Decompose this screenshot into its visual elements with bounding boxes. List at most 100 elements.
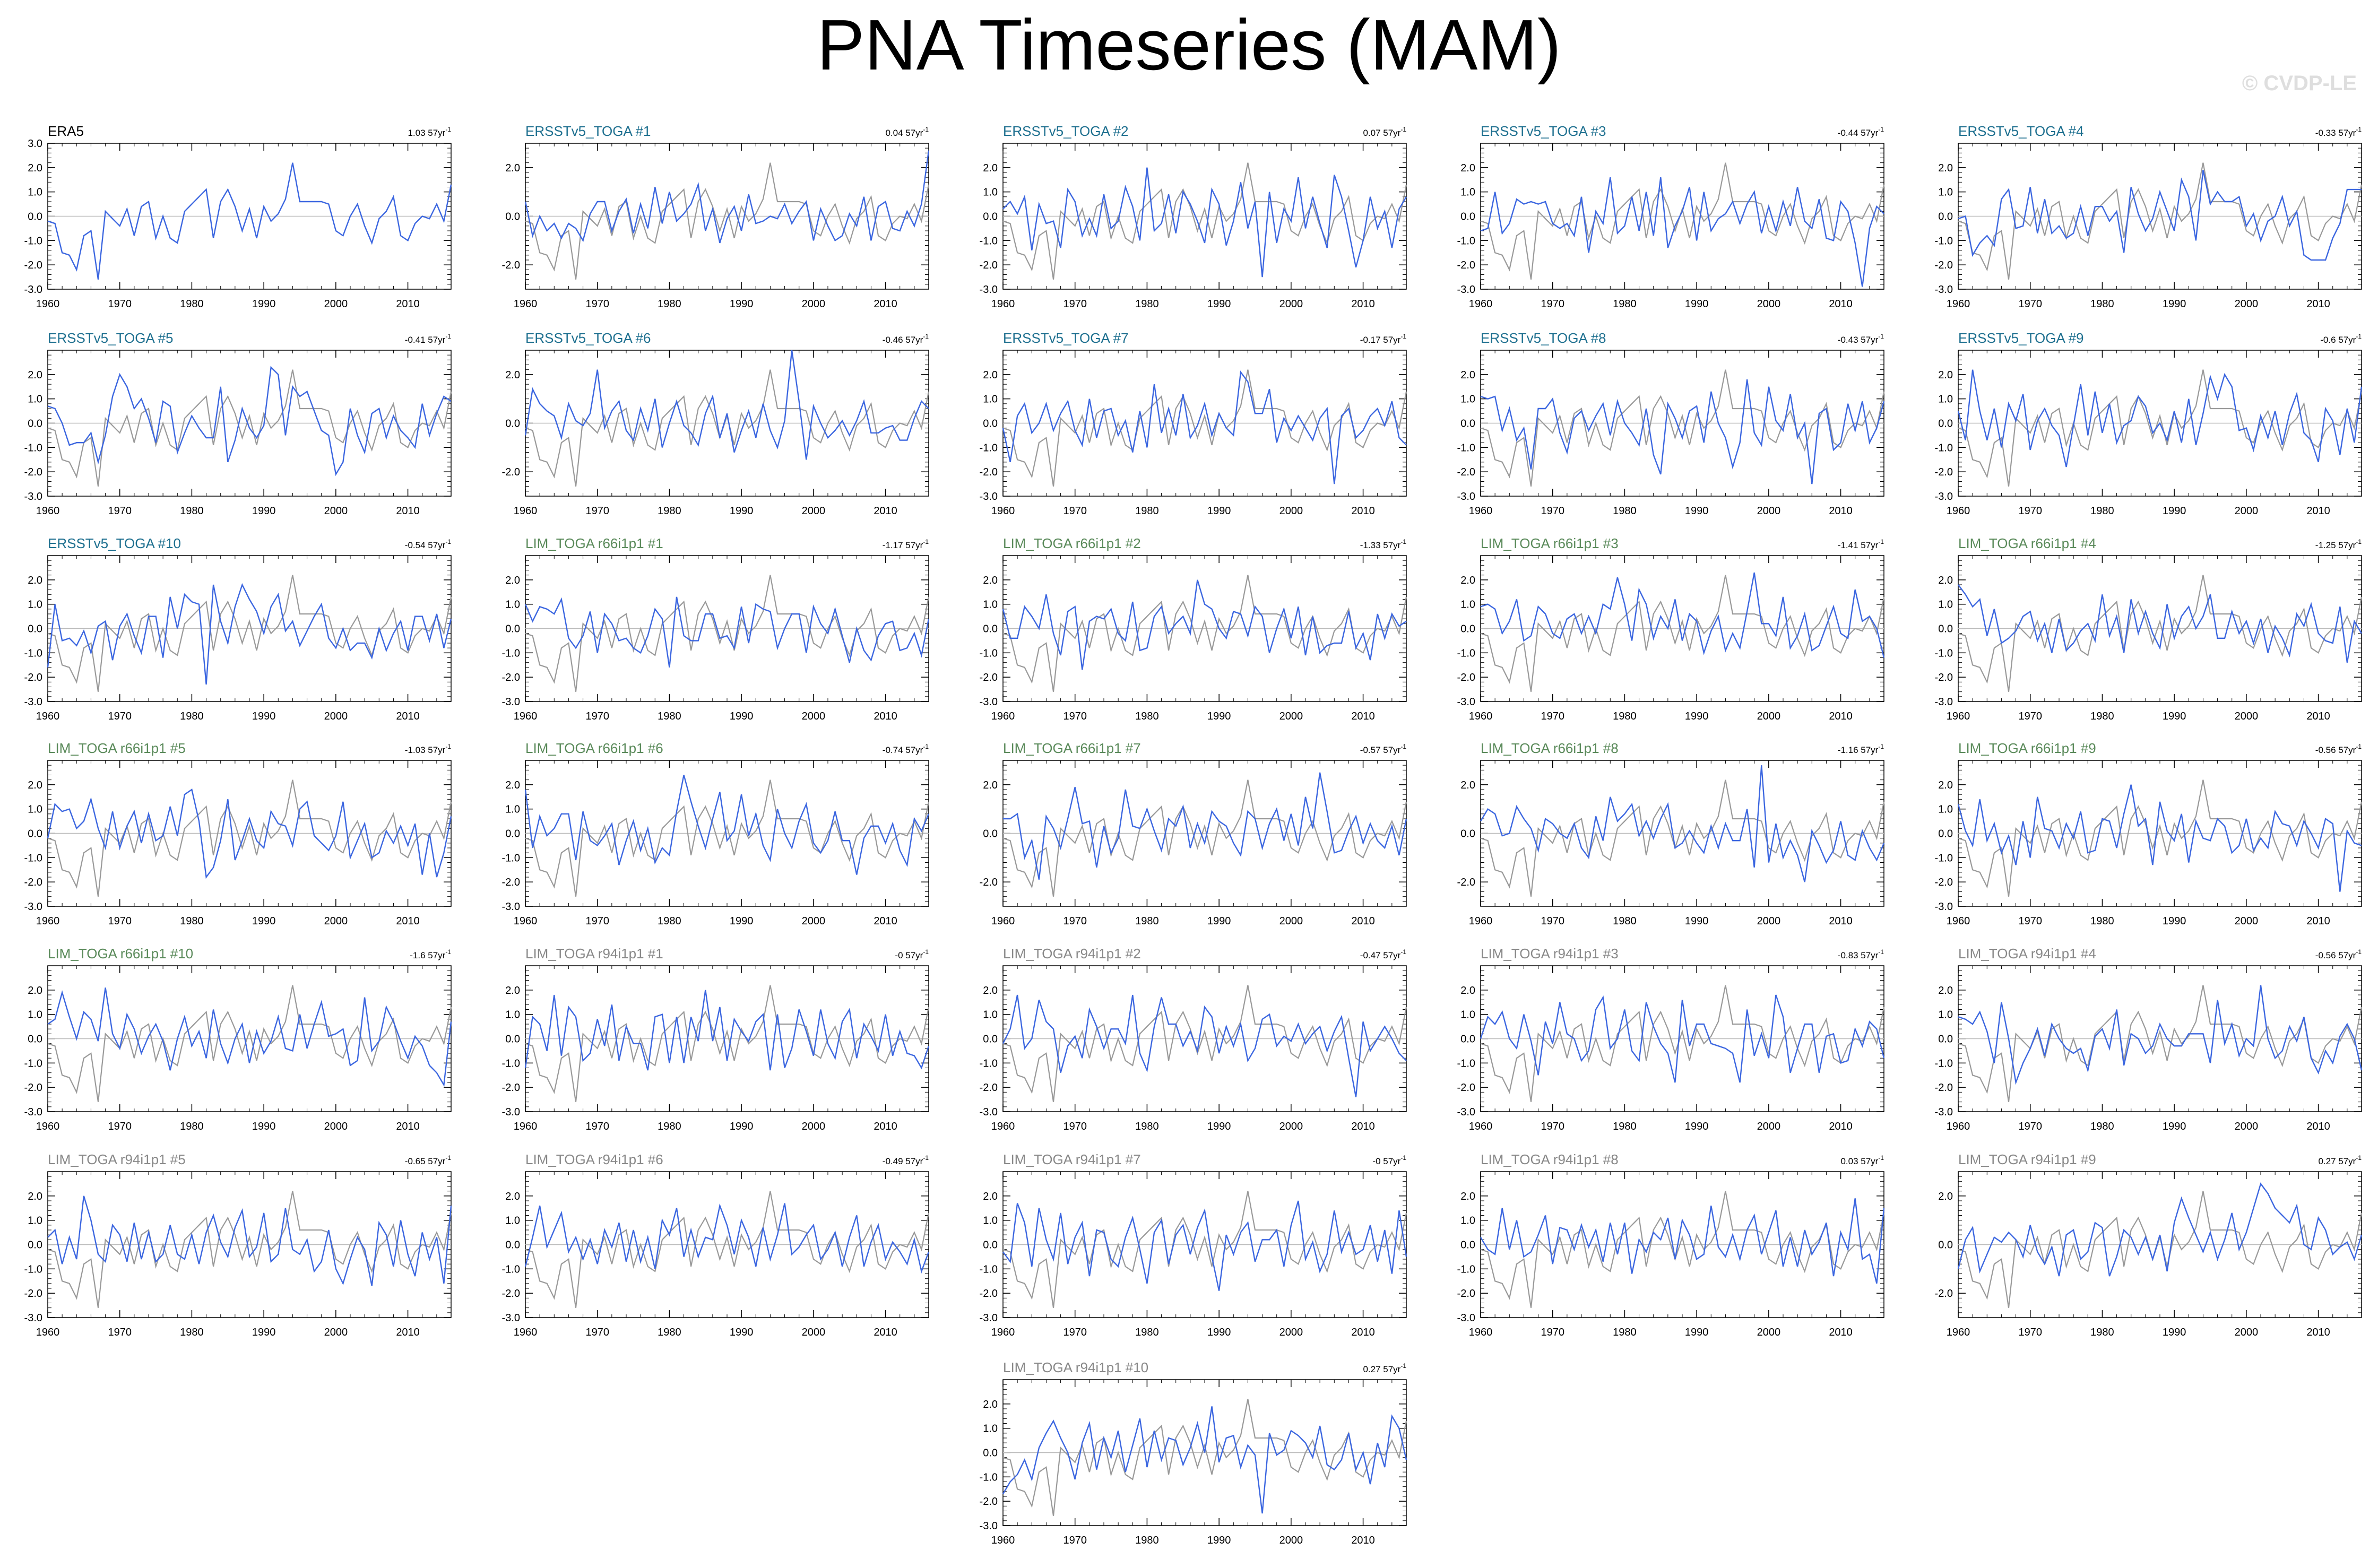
y-tick-label: -1.0 — [24, 1058, 42, 1069]
y-tick-label: 0.0 — [1460, 1034, 1475, 1045]
y-tick-label: 2.0 — [1460, 575, 1475, 586]
x-tick-label: 1980 — [658, 1327, 681, 1338]
x-tick-label: 2010 — [396, 1121, 420, 1132]
series-line — [525, 151, 929, 243]
y-tick-label: 0.0 — [1938, 1034, 1953, 1045]
y-tick-label: -2.0 — [1935, 1288, 1953, 1300]
x-tick-label: 1960 — [991, 505, 1015, 517]
y-tick-label: 2.0 — [983, 985, 998, 997]
x-tick-label: 2000 — [1279, 1327, 1303, 1338]
x-tick-label: 1980 — [1613, 915, 1637, 927]
x-tick-label: 1960 — [1947, 1327, 1970, 1338]
panel-title: ERSSTv5_TOGA #5 — [48, 330, 174, 346]
x-tick-label: 1980 — [1613, 298, 1637, 310]
y-tick-label: 1.0 — [28, 394, 42, 405]
y-tick-label: 0.0 — [28, 418, 42, 430]
y-tick-label: 0.0 — [983, 828, 998, 840]
x-tick-label: 2000 — [1279, 505, 1303, 517]
y-tick-label: 2.0 — [28, 985, 42, 997]
trend-exponent: -1 — [1878, 743, 1884, 750]
x-tick-label: 2000 — [2235, 1327, 2259, 1338]
x-tick-label: 2010 — [396, 915, 420, 927]
x-tick-label: 2010 — [2306, 915, 2330, 927]
x-tick-label: 1980 — [1135, 1535, 1159, 1546]
x-tick-label: 2010 — [2306, 711, 2330, 722]
trend-value: 0.27 57yr — [1363, 1364, 1400, 1374]
y-tick-label: -1.0 — [1457, 442, 1475, 454]
trend-value: 1.03 57yr — [408, 128, 445, 138]
x-tick-label: 1960 — [36, 505, 60, 517]
y-tick-label: 0.0 — [505, 1240, 520, 1251]
y-tick-label: 0.0 — [28, 623, 42, 635]
trend-exponent: -1 — [2356, 743, 2362, 750]
trend-exponent: -1 — [2356, 1154, 2362, 1162]
x-tick-label: 1990 — [252, 1327, 275, 1338]
reference-series-line — [525, 575, 929, 692]
trend-exponent: -1 — [1400, 538, 1406, 545]
reference-series-line — [1958, 985, 2362, 1102]
x-tick-label: 1970 — [1063, 711, 1087, 722]
x-tick-label: 1980 — [1135, 298, 1159, 310]
x-tick-label: 1990 — [252, 711, 275, 722]
x-tick-label: 1960 — [514, 711, 538, 722]
trend-value: -0.47 57yr — [1360, 950, 1401, 960]
y-tick-label: 1.0 — [1460, 187, 1475, 198]
y-tick-label: 2.0 — [1938, 779, 1953, 791]
y-tick-label: -3.0 — [1935, 1106, 1953, 1118]
x-tick-label: 2010 — [1351, 711, 1375, 722]
y-tick-label: 0.0 — [505, 1034, 520, 1045]
y-tick-label: -2.0 — [502, 259, 520, 271]
y-tick-label: 1.0 — [1938, 599, 1953, 611]
y-tick-label: -3.0 — [24, 696, 42, 708]
y-tick-label: -1.0 — [980, 1058, 998, 1069]
x-tick-label: 2010 — [1829, 1121, 1853, 1132]
x-tick-label: 1970 — [108, 1327, 132, 1338]
y-tick-label: 1.0 — [28, 1009, 42, 1021]
y-tick-label: 2.0 — [1938, 369, 1953, 381]
x-tick-label: 2010 — [2306, 1121, 2330, 1132]
y-tick-label: -1.0 — [980, 235, 998, 247]
x-tick-label: 2000 — [1757, 505, 1781, 517]
trend-exponent: -1 — [2356, 333, 2362, 340]
y-tick-label: -2.0 — [980, 466, 998, 478]
y-tick-label: -3.0 — [1457, 696, 1475, 708]
x-tick-label: 1960 — [1469, 505, 1493, 517]
x-tick-label: 1960 — [991, 298, 1015, 310]
reference-series-line — [1958, 370, 2362, 487]
x-tick-label: 1990 — [252, 298, 275, 310]
panel-title: ERSSTv5_TOGA #8 — [1481, 330, 1606, 346]
x-tick-label: 2000 — [324, 915, 348, 927]
trend-value: -0.74 57yr — [883, 745, 923, 755]
y-tick-label: -3.0 — [1935, 696, 1953, 708]
y-tick-label: -2.0 — [980, 672, 998, 683]
x-tick-label: 1970 — [585, 915, 609, 927]
trend-exponent: -1 — [445, 948, 451, 956]
x-tick-label: 2000 — [2235, 915, 2259, 927]
x-tick-label: 1990 — [2163, 915, 2186, 927]
panel-title: ERSSTv5_TOGA #10 — [48, 535, 181, 551]
reference-series-line — [525, 1191, 929, 1308]
x-tick-label: 2010 — [1829, 505, 1853, 517]
trend-label: 0.04 57yr-1 — [885, 126, 929, 138]
series-line — [1003, 995, 1406, 1097]
x-tick-label: 1990 — [730, 711, 754, 722]
x-tick-label: 2010 — [396, 505, 420, 517]
x-tick-label: 1980 — [658, 505, 681, 517]
x-tick-label: 2010 — [874, 915, 897, 927]
panel-title: ERSSTv5_TOGA #7 — [1003, 330, 1129, 346]
trend-exponent: -1 — [445, 126, 451, 133]
x-tick-label: 2010 — [874, 711, 897, 722]
y-tick-label: -2.0 — [502, 466, 520, 478]
y-tick-label: 2.0 — [1460, 1191, 1475, 1202]
trend-exponent: -1 — [923, 1154, 929, 1162]
x-tick-label: 1990 — [730, 298, 754, 310]
x-tick-label: 1960 — [991, 711, 1015, 722]
trend-value: -1.6 57yr — [410, 950, 445, 960]
x-tick-label: 1960 — [1947, 298, 1970, 310]
y-tick-label: -1.0 — [1457, 235, 1475, 247]
trend-exponent: -1 — [923, 333, 929, 340]
